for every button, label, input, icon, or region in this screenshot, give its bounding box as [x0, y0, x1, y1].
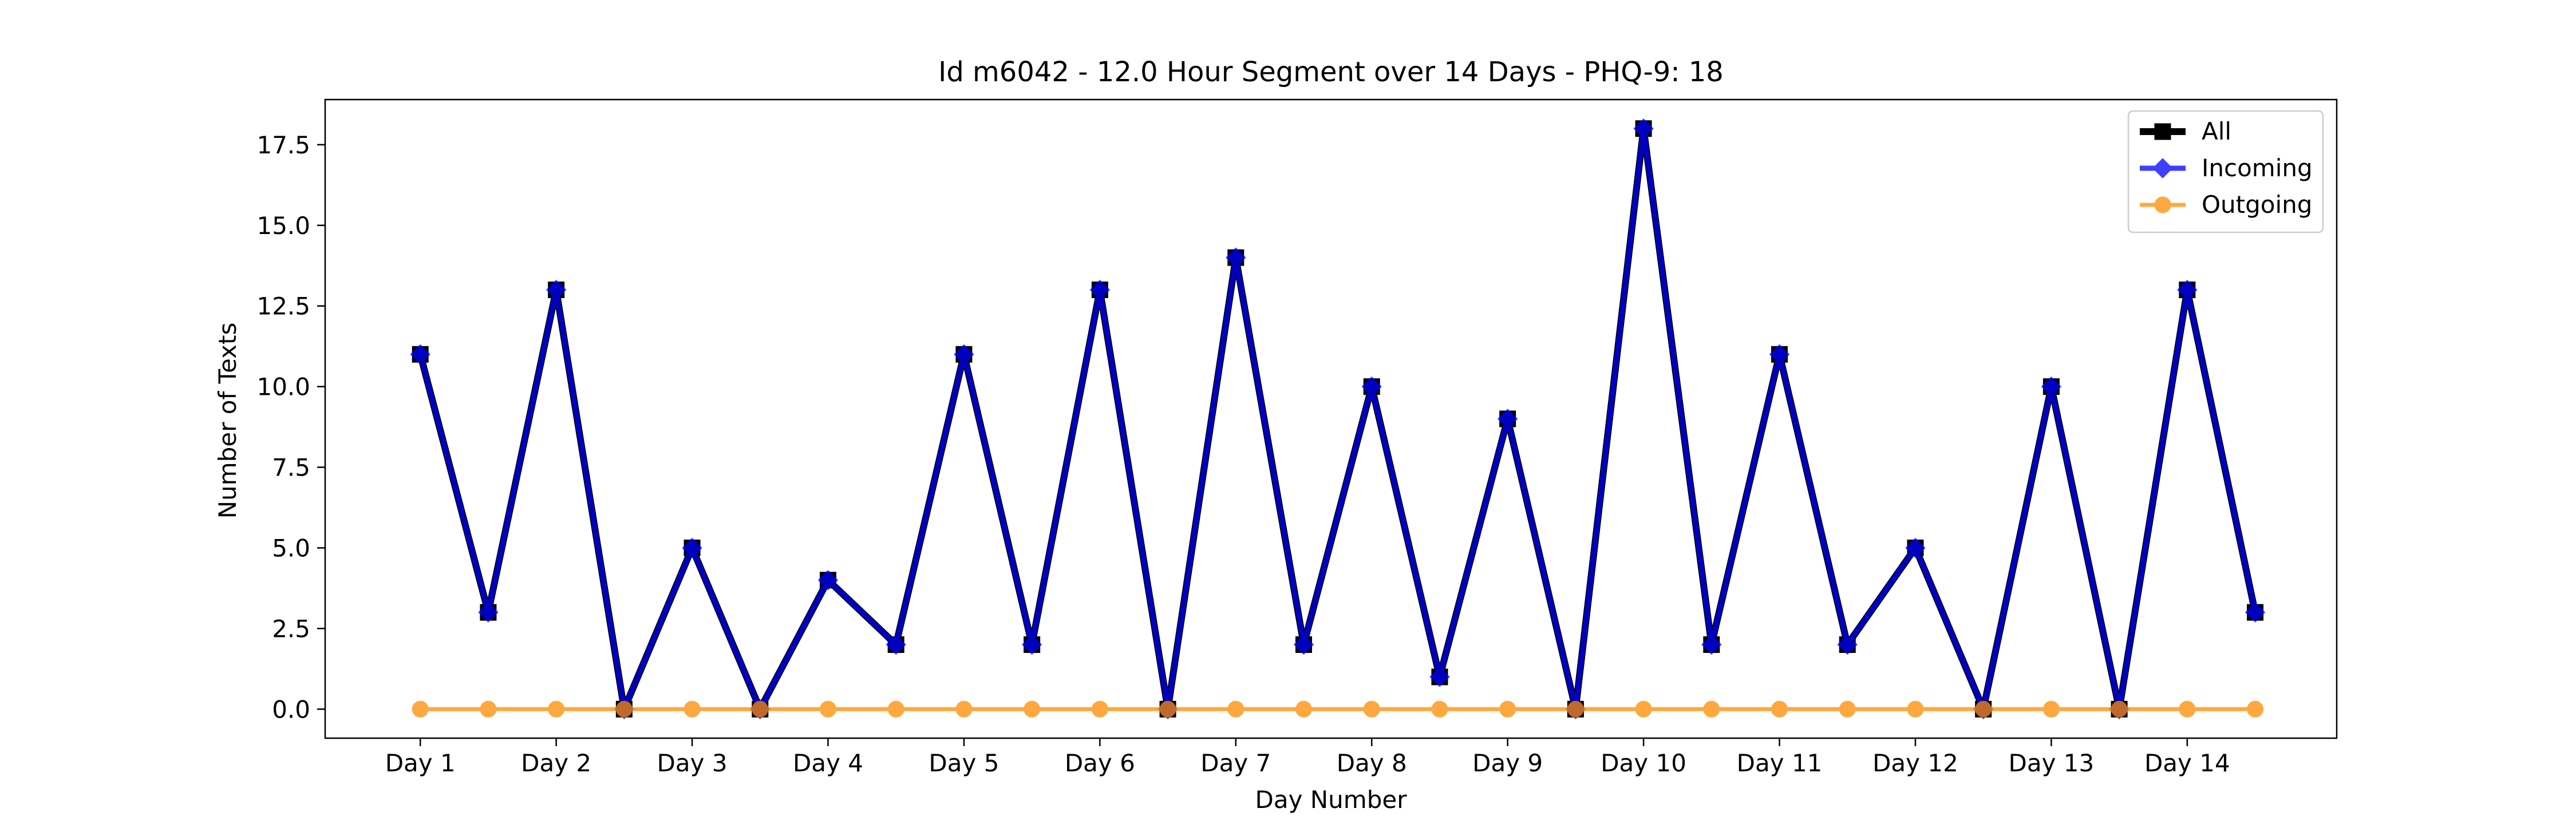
- data-point: [1363, 700, 1380, 718]
- legend-label: All: [2202, 117, 2231, 145]
- data-point: [886, 634, 906, 655]
- data-point: [1295, 700, 1313, 718]
- data-point: [1633, 118, 1654, 139]
- data-point: [480, 700, 497, 718]
- data-point: [1769, 344, 1790, 365]
- data-point: [2042, 700, 2060, 718]
- y-tick-label: 7.5: [272, 454, 310, 482]
- x-tick-label: Day 7: [1200, 749, 1271, 777]
- data-point: [1771, 700, 1788, 718]
- axes-layer: Day 1 Day 2 Day 3 Day 4 Day 5 Day 6 Day 7 Day 8…: [256, 98, 2338, 777]
- data-point: [1227, 700, 1244, 718]
- data-point: [683, 700, 701, 718]
- data-point: [1091, 700, 1108, 718]
- data-point: [1089, 279, 1111, 300]
- data-point: [615, 700, 633, 718]
- x-tick-label: Day 14: [2144, 749, 2230, 777]
- data-point: [682, 537, 702, 558]
- data-point: [1839, 700, 1856, 718]
- chart-title: Id m6042 - 12.0 Hour Segment over 14 Day…: [938, 56, 1724, 88]
- legend-entry: [2140, 123, 2186, 140]
- data-point: [1159, 700, 1176, 718]
- x-tick-label: Day 6: [1065, 749, 1135, 777]
- data-point: [1975, 700, 1992, 718]
- legend-label: Incoming: [2202, 154, 2313, 182]
- data-point: [1429, 667, 1450, 687]
- x-tick-label: Day 2: [521, 749, 591, 777]
- x-tick-label: Day 3: [657, 749, 728, 777]
- x-axis-label: Day Number: [1255, 786, 1407, 814]
- data-point: [546, 279, 567, 300]
- data-point: [1024, 700, 1041, 718]
- legend: All Incoming Outgoing: [2127, 110, 2324, 233]
- data-point: [1293, 634, 1314, 655]
- series-outgoing: [412, 700, 2264, 718]
- data-point: [548, 700, 565, 718]
- y-tick-label: 10.0: [256, 373, 310, 401]
- y-tick-label: 0.0: [272, 695, 310, 723]
- data-point: [1837, 634, 1858, 655]
- x-tick-label: Day 11: [1737, 749, 1823, 777]
- y-tick-label: 15.0: [256, 212, 310, 240]
- y-tick-label: 5.0: [272, 534, 310, 562]
- data-point: [1701, 634, 1722, 655]
- x-tick-label: Day 5: [929, 749, 999, 777]
- data-point: [1635, 700, 1652, 718]
- data-point: [2041, 376, 2062, 397]
- legend-marker: [2154, 196, 2171, 213]
- x-tick-label: Day 4: [793, 749, 863, 777]
- series-layer: [410, 118, 2266, 719]
- data-point: [1499, 700, 1516, 718]
- data-point: [1226, 247, 1246, 268]
- data-point: [1361, 376, 1382, 397]
- legend-label: Outgoing: [2202, 191, 2312, 219]
- legend-box: [2127, 110, 2324, 233]
- axes-frame: [324, 98, 2338, 739]
- data-point: [954, 344, 974, 365]
- data-point: [1431, 700, 1448, 718]
- x-tick-label: Day 10: [1601, 749, 1686, 777]
- y-axis-label: Number of Texts: [214, 323, 242, 519]
- legend-marker: [2154, 123, 2171, 140]
- data-point: [412, 700, 429, 718]
- data-point: [1021, 634, 1042, 655]
- data-point: [2177, 279, 2198, 300]
- data-point: [820, 700, 836, 718]
- y-tick-label: 17.5: [256, 131, 310, 159]
- legend-marker: [2152, 158, 2173, 179]
- y-tick-label: 12.5: [256, 292, 310, 320]
- data-point: [1907, 700, 1924, 718]
- x-tick-label: Day 12: [1872, 749, 1958, 777]
- data-point: [887, 700, 904, 718]
- legend-entry: [2140, 196, 2186, 213]
- data-point: [955, 700, 973, 718]
- y-tick-label: 2.5: [272, 615, 310, 643]
- data-point: [2247, 700, 2264, 718]
- data-point: [2179, 700, 2196, 718]
- legend-entry: [2140, 158, 2186, 179]
- x-tick-label: Day 8: [1337, 749, 1407, 777]
- data-point: [478, 602, 499, 623]
- data-point: [752, 700, 769, 718]
- data-point: [410, 344, 430, 365]
- x-tick-label: Day 1: [385, 749, 456, 777]
- x-tick-label: Day 13: [2009, 749, 2095, 777]
- data-point: [2245, 602, 2266, 623]
- data-point: [1497, 409, 1518, 429]
- x-tick-label: Day 9: [1472, 749, 1543, 777]
- data-point: [1703, 700, 1720, 718]
- data-point: [817, 570, 839, 591]
- series-line: [417, 126, 2258, 712]
- data-point: [1567, 700, 1584, 718]
- data-point: [1905, 537, 1926, 558]
- data-point: [2111, 700, 2128, 718]
